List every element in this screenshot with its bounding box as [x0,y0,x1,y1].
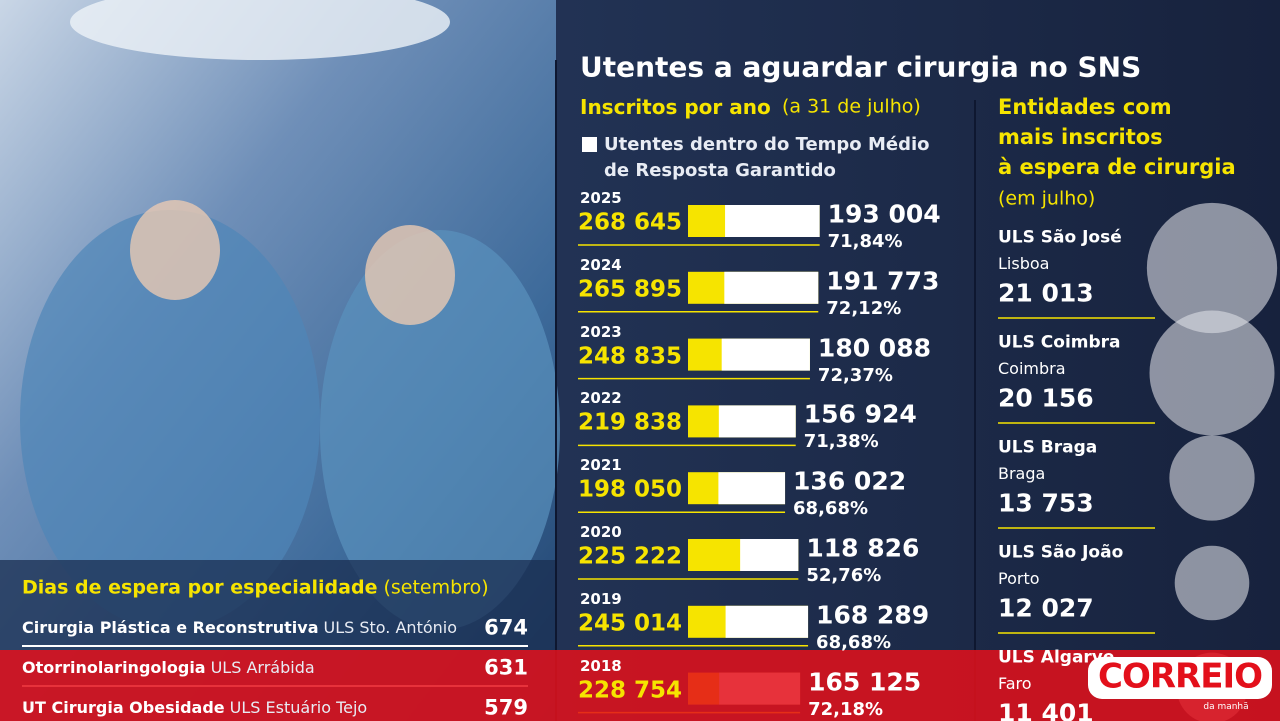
share-label: 71,84% [827,231,903,253]
entity-value: 20 156 [998,383,1094,413]
bubble [1146,202,1278,334]
year-label: 2023 [580,322,622,341]
entity-name: ULS Coimbra [998,332,1121,353]
entity-location: Faro [998,674,1032,694]
chart-title: Utentes a aguardar cirurgia no SNS [580,50,1142,84]
ranking-entity: ULS Estuário Tejo [229,698,368,718]
within-label: 191 773 [826,266,940,296]
ranking-specialty: Cirurgia Plástica e Reconstrutiva ULS Sto… [22,618,458,638]
within-label: 165 125 [808,666,922,696]
share-label: 68,68% [793,498,869,520]
logo-box [1088,657,1272,699]
share-label: 72,37% [817,364,893,386]
total-label: 198 050 [578,476,683,503]
share-label: 52,76% [806,565,882,587]
bubble [1149,310,1275,436]
legend-swatch [582,137,597,152]
entity-name: ULS São João [998,542,1124,563]
ranking-entity: ULS Arrábida [210,658,315,678]
entity-value: 11 401 [998,698,1094,721]
year-label: 2025 [580,188,622,207]
share-label: 68,68% [816,631,892,653]
year-label: 2022 [580,389,622,408]
ranking-days: 674 [484,615,528,640]
bar-within [740,539,799,571]
within-label: 168 289 [816,600,930,630]
lamp [70,0,450,60]
within-label: 136 022 [793,466,907,496]
series-name: Inscritos por ano [580,95,771,119]
brand-name: CORREIO [1098,656,1263,697]
ranking-specialty: UT Cirurgia Obesidade ULS Estuário Tejo [22,698,368,718]
entity-location: Lisboa [998,254,1050,274]
ranking-title: Dias de espera por especialidade (setembr… [22,576,489,599]
share-label: 72,12% [826,297,902,319]
chart-subtitle: (em julho) [998,187,1096,210]
total-label: 228 754 [578,676,683,703]
face [365,225,455,325]
surgeon [320,230,560,630]
entity-value: 21 013 [998,278,1094,308]
within-label: 156 924 [803,399,917,429]
ranking-specialty: Otorrinolaringologia ULS Arrábida [22,658,315,678]
total-label: 248 835 [578,342,683,369]
ranking-days: 579 [484,695,528,720]
share-label: 71,38% [803,431,879,453]
bar-within [724,271,819,304]
chart-subtitle: (a 31 de julho) [782,95,921,118]
entity-location: Porto [998,569,1040,589]
total-label: 265 895 [578,276,683,303]
ranking-days: 631 [484,655,528,680]
brand-banner [0,650,1280,721]
within-label: 193 004 [827,199,941,229]
entity-name: ULS Braga [998,437,1098,458]
total-label: 245 014 [578,610,683,637]
bubble [1174,545,1250,621]
ranking-entity: ULS Sto. António [323,618,458,638]
entity-location: Braga [998,464,1046,484]
chart-title: Entidades com mais inscritos à espera de… [998,95,1236,179]
bar-within [725,205,820,237]
within-label: 180 088 [817,332,931,362]
share-label: 72,18% [808,698,884,720]
bar-within [718,472,786,505]
total-label: 219 838 [578,409,683,436]
ranking-subtitle: (setembro) [383,576,489,599]
year-label: 2019 [580,589,622,608]
total-label: 268 645 [578,209,683,236]
legend-label: Utentes dentro do Tempo Médio de Respost… [604,134,930,181]
bar-within [718,405,796,438]
year-label: 2018 [580,656,622,675]
entity-value: 13 753 [998,488,1094,518]
within-label: 118 826 [806,533,920,563]
year-label: 2021 [580,455,622,474]
year-label: 2020 [580,522,622,541]
entity-name: ULS Algarve [998,647,1115,668]
brand-tagline: da manhã [1203,702,1249,713]
year-label: 2024 [580,255,622,274]
surgeon [20,210,320,630]
total-label: 225 222 [578,543,683,570]
bar-within [721,338,810,371]
entity-name: ULS São José [998,227,1122,248]
bubble [1169,435,1255,521]
bar-within [725,605,809,638]
face [130,200,220,300]
entity-location: Coimbra [998,359,1066,379]
entity-value: 12 027 [998,593,1094,623]
